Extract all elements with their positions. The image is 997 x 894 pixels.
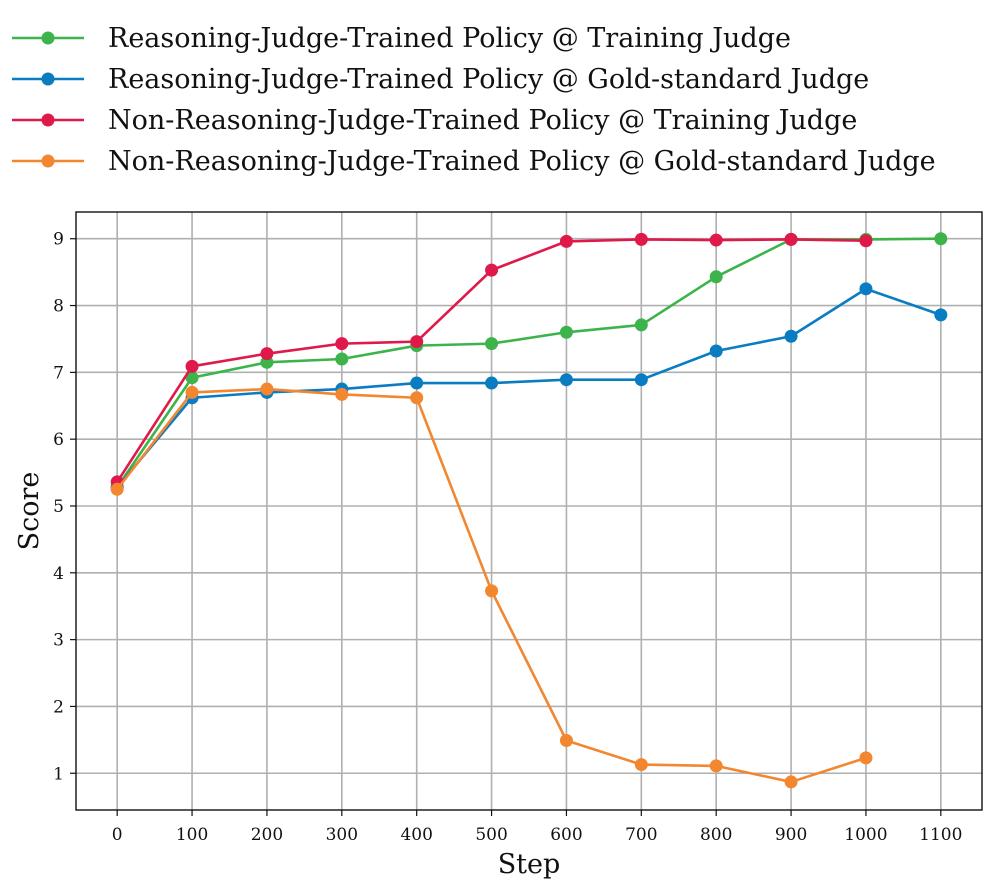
data-point — [934, 308, 948, 322]
legend-entry: Non-Reasoning-Judge-Trained Policy @ Gol… — [12, 146, 936, 177]
x-tick-label: 1100 — [919, 825, 962, 845]
series-4 — [110, 382, 873, 789]
x-tick-label: 1000 — [844, 825, 887, 845]
y-tick-label: 2 — [53, 697, 64, 717]
data-point — [709, 344, 723, 358]
x-tick-label: 500 — [475, 825, 507, 845]
series-line — [116, 287, 942, 489]
x-axis-label: Step — [498, 849, 561, 880]
legend-entry: Reasoning-Judge-Trained Policy @ Gold-st… — [12, 64, 869, 95]
legend-entry: Reasoning-Judge-Trained Policy @ Trainin… — [12, 23, 791, 54]
data-point — [335, 337, 349, 351]
data-point — [559, 234, 573, 248]
y-tick-label: 6 — [53, 430, 64, 450]
x-axis: 0 100 200 300 400 500 600 700 800 900 1000 1100 — [112, 810, 962, 845]
x-tick-label: 900 — [775, 825, 807, 845]
x-tick-label: 0 — [112, 825, 123, 845]
series-2 — [110, 282, 948, 494]
x-tick-label: 800 — [700, 825, 732, 845]
legend-marker — [41, 154, 55, 168]
data-point — [784, 329, 798, 343]
data-point — [709, 233, 723, 247]
y-tick-label: 8 — [53, 297, 64, 317]
data-point — [410, 376, 424, 390]
x-tick-label: 200 — [251, 825, 283, 845]
y-tick-label: 4 — [53, 564, 64, 584]
legend-label: Reasoning-Judge-Trained Policy @ Trainin… — [108, 23, 791, 54]
data-point — [559, 325, 573, 339]
data-point — [934, 232, 948, 246]
legend-label: Non-Reasoning-Judge-Trained Policy @ Tra… — [108, 105, 857, 136]
series-1 — [110, 232, 948, 494]
data-point — [260, 382, 274, 396]
data-point — [410, 391, 424, 405]
legend-marker — [41, 31, 55, 45]
data-point — [260, 347, 274, 361]
legend: Reasoning-Judge-Trained Policy @ Trainin… — [12, 23, 936, 177]
x-tick-label: 700 — [625, 825, 657, 845]
plot-frame — [75, 211, 983, 811]
series-layer — [110, 232, 948, 789]
x-tick-label: 100 — [176, 825, 208, 845]
data-point — [559, 734, 573, 748]
legend-entry: Non-Reasoning-Judge-Trained Policy @ Tra… — [12, 105, 857, 136]
data-point — [859, 234, 873, 248]
data-point — [485, 263, 499, 277]
data-point — [185, 385, 199, 399]
y-tick-label: 1 — [53, 764, 64, 784]
data-point — [485, 376, 499, 390]
y-axis: 1 2 3 4 5 6 7 8 9 — [53, 230, 76, 784]
data-point — [485, 337, 499, 351]
x-tick-label: 300 — [326, 825, 358, 845]
data-point — [859, 282, 873, 296]
data-point — [634, 318, 648, 332]
data-point — [185, 359, 199, 373]
data-point — [485, 584, 499, 598]
data-point — [634, 232, 648, 246]
x-tick-label: 400 — [400, 825, 432, 845]
y-tick-label: 9 — [53, 230, 64, 250]
grid — [76, 212, 982, 810]
data-point — [110, 482, 124, 496]
data-point — [634, 373, 648, 387]
legend-label: Reasoning-Judge-Trained Policy @ Gold-st… — [108, 64, 869, 95]
data-point — [185, 371, 199, 385]
data-point — [784, 232, 798, 246]
data-point — [410, 335, 424, 349]
data-point — [784, 775, 798, 789]
y-axis-label: Score — [14, 472, 45, 551]
data-point — [709, 270, 723, 284]
y-tick-label: 3 — [53, 631, 64, 651]
data-point — [335, 352, 349, 366]
data-point — [634, 758, 648, 772]
x-tick-label: 600 — [550, 825, 582, 845]
y-tick-label: 5 — [53, 497, 64, 517]
legend-marker — [41, 113, 55, 127]
data-point — [335, 387, 349, 401]
data-point — [859, 751, 873, 765]
series-3 — [110, 232, 873, 489]
legend-marker — [41, 72, 55, 86]
y-tick-label: 7 — [53, 363, 64, 383]
data-point — [559, 373, 573, 387]
legend-label: Non-Reasoning-Judge-Trained Policy @ Gol… — [108, 146, 936, 177]
series-line — [116, 237, 941, 489]
data-point — [709, 759, 723, 773]
